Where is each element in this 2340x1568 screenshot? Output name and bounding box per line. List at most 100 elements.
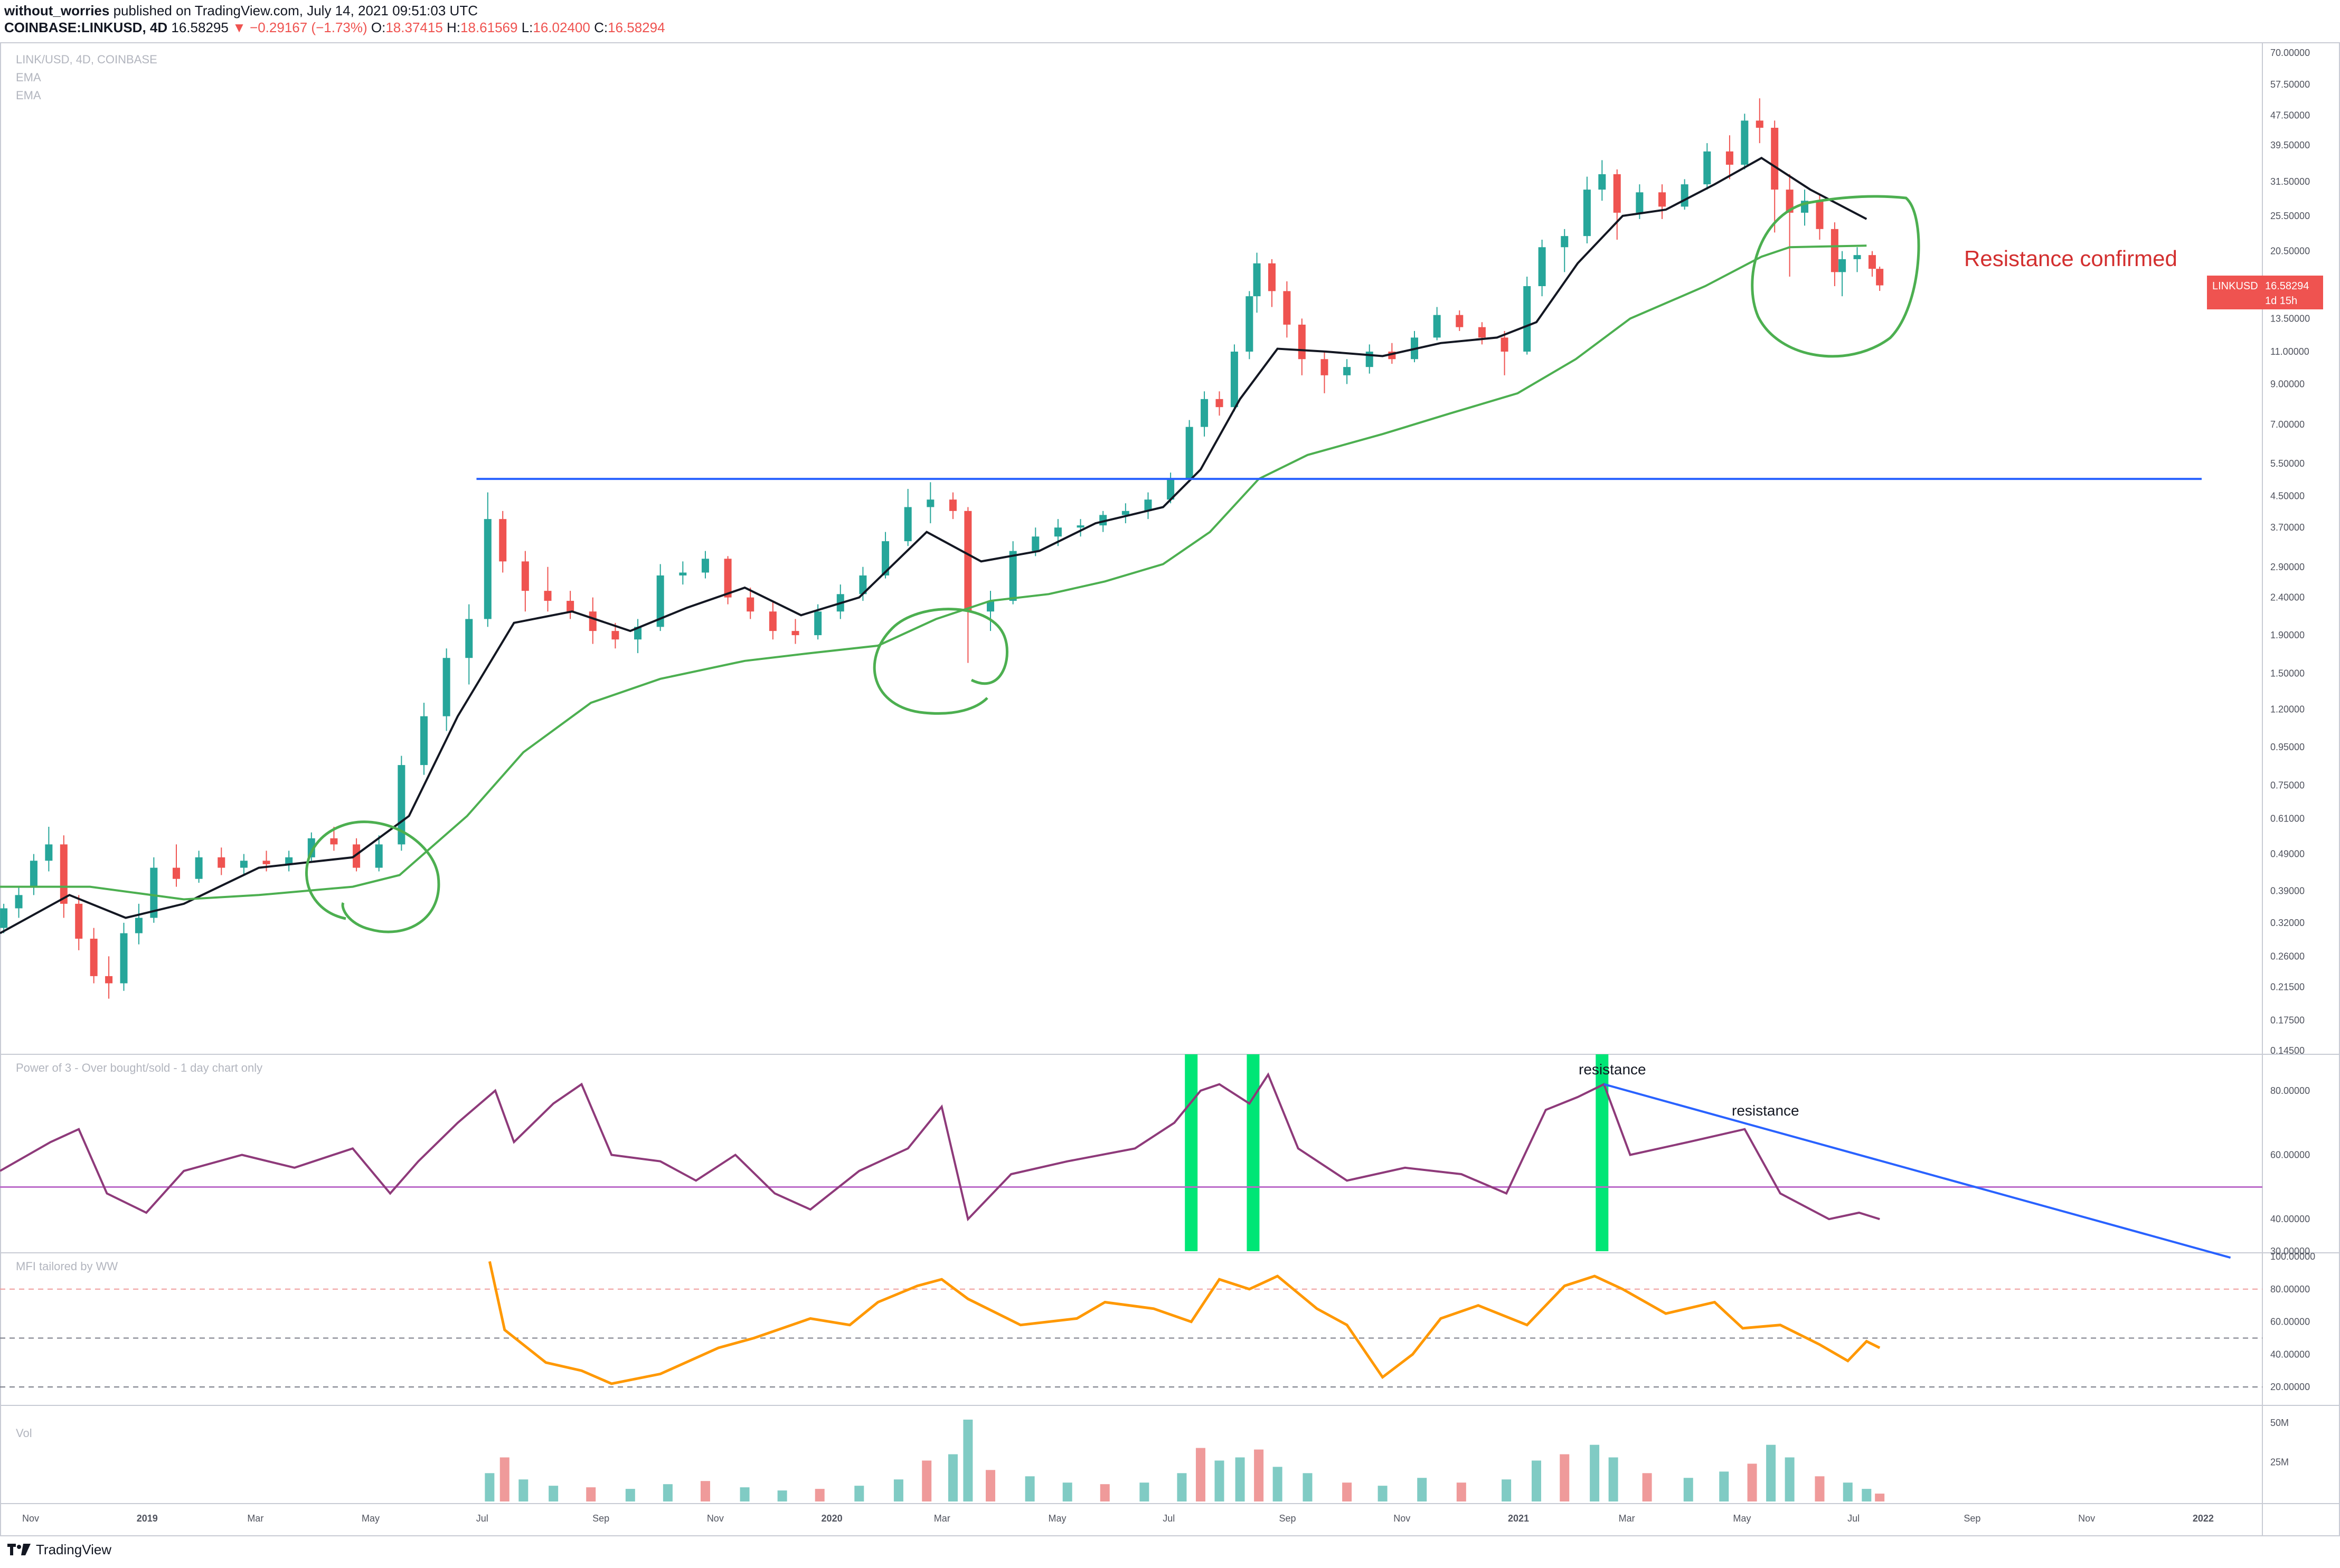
candle-body — [1201, 399, 1209, 427]
candle-body — [791, 631, 799, 636]
candle — [375, 835, 383, 872]
chart-canvas[interactable]: LINK/USD, 4D, COINBASE EMA EMA Resistanc… — [0, 42, 2340, 1536]
volume-bar — [854, 1486, 864, 1501]
price-tick-label: 7.00000 — [2270, 419, 2305, 430]
candle-body — [1786, 190, 1794, 213]
volume-bar — [1272, 1467, 1282, 1501]
candle — [420, 703, 428, 775]
time-axis[interactable]: Nov 2019 Mar May Jul Sep Nov 2020 Mar May Jul Sep No… — [22, 1513, 2214, 1524]
open-value: 18.37415 — [385, 20, 443, 35]
candle — [589, 597, 597, 644]
symbol-name[interactable]: COINBASE:LINKUSD, 4D — [4, 20, 168, 35]
price-tick-label: 0.26000 — [2270, 951, 2305, 961]
price-tick-label: 0.39000 — [2270, 885, 2305, 896]
candle-body — [1032, 536, 1040, 551]
candle-body — [882, 541, 890, 576]
candle — [1801, 190, 1809, 226]
volume-bar — [499, 1457, 509, 1501]
candle-body — [1283, 291, 1291, 325]
candle — [1077, 519, 1084, 537]
candle-body — [1253, 263, 1261, 297]
candle-body — [589, 611, 597, 631]
publish-line: without_worries published on TradingView… — [4, 2, 2327, 19]
volume-bar — [1235, 1457, 1245, 1501]
price-pane[interactable]: LINK/USD, 4D, COINBASE EMA EMA Resistanc… — [0, 48, 2323, 1056]
oscillator-trendline[interactable] — [1603, 1083, 2231, 1259]
candle — [701, 551, 709, 579]
candle-body — [15, 895, 23, 909]
oscillator-axis: 80.00000 60.00000 40.00000 30.00000 — [2270, 1085, 2310, 1257]
volume-pane[interactable]: Vol 50M 25M — [16, 1418, 2289, 1501]
candle-body — [484, 519, 492, 619]
candle — [724, 556, 732, 604]
candle — [1786, 174, 1794, 277]
candle — [1831, 222, 1838, 286]
candle-body — [1230, 352, 1238, 408]
price-tick-label: 13.50000 — [2270, 313, 2310, 324]
overbought-highlights — [1185, 1054, 1609, 1251]
volume-bar — [586, 1487, 596, 1501]
candle-body — [1561, 236, 1569, 248]
candle — [747, 588, 754, 619]
price-tick-label: 3.70000 — [2270, 522, 2305, 533]
circle-2020[interactable] — [873, 608, 1008, 715]
candle — [135, 903, 143, 944]
candle — [1868, 251, 1876, 277]
candle-body — [724, 559, 732, 598]
legend-ema-slow[interactable]: EMA — [16, 89, 41, 102]
candle-body — [701, 559, 709, 573]
volume-bar — [1100, 1484, 1110, 1501]
author-name[interactable]: without_worries — [4, 3, 110, 18]
candle-body — [1816, 201, 1824, 229]
candle — [75, 895, 83, 950]
circle-2021[interactable] — [1751, 195, 1920, 358]
resistance-label-2: resistance — [1732, 1102, 1799, 1119]
price-axis[interactable]: 70.00000 57.50000 47.50000 39.50000 31.50000… — [2270, 48, 2310, 1056]
price-tick-label: 0.21500 — [2270, 982, 2305, 993]
time-tick-label: Sep — [1279, 1513, 1296, 1524]
volume-bar — [1177, 1473, 1187, 1501]
mfi-tick-label: 100.00000 — [2270, 1251, 2315, 1262]
legend-ema-fast[interactable]: EMA — [16, 71, 41, 84]
candle-body — [1167, 479, 1175, 500]
candle-body — [1703, 151, 1711, 185]
down-arrow-icon: ▼ — [232, 20, 246, 35]
footer-brand[interactable]: TradingView — [36, 1541, 112, 1557]
close-label: C: — [594, 20, 608, 35]
candle — [1838, 251, 1846, 297]
candle — [1771, 120, 1779, 233]
candle — [90, 928, 98, 984]
volume-bar — [1417, 1478, 1427, 1501]
candle — [1253, 252, 1261, 313]
price-tick-label: 1.20000 — [2270, 704, 2305, 715]
volume-bar — [1815, 1476, 1825, 1501]
oscillator-tick-label: 40.00000 — [2270, 1214, 2310, 1224]
mfi-levels — [0, 1288, 2262, 1388]
volume-bar — [1195, 1448, 1205, 1501]
candle — [1816, 195, 1824, 240]
volume-bar — [1875, 1494, 1885, 1501]
candle-body — [1523, 286, 1531, 352]
last-price-countdown: 1d 15h — [2265, 295, 2297, 307]
candle — [656, 564, 664, 631]
hand-drawn-circles[interactable] — [305, 195, 1920, 933]
price-tick-label: 70.00000 — [2270, 48, 2310, 58]
price-tick-label: 0.17500 — [2270, 1015, 2305, 1025]
price-tick-label: 31.50000 — [2270, 176, 2310, 187]
time-tick-label: Mar — [247, 1513, 263, 1524]
circle-2019[interactable] — [305, 820, 440, 933]
volume-bars — [485, 1419, 1885, 1501]
mfi-pane[interactable]: MFI tailored by WW 100.00000 80.00000 60.0… — [0, 1251, 2315, 1392]
candle-body — [105, 976, 113, 984]
tradingview-logo-icon[interactable] — [7, 1542, 31, 1557]
candle — [1009, 541, 1017, 604]
time-tick-label: 2020 — [822, 1513, 843, 1524]
candle — [987, 591, 995, 631]
candle — [1478, 322, 1486, 345]
oscillator-tick-label: 60.00000 — [2270, 1150, 2310, 1160]
oscillator-pane[interactable]: Power of 3 - Over bought/sold - 1 day ch… — [0, 1054, 2310, 1259]
candle — [567, 591, 574, 619]
resistance-confirmed-annotation[interactable]: Resistance confirmed — [1964, 246, 2177, 271]
price-tick-label: 0.49000 — [2270, 849, 2305, 859]
volume-bar — [1683, 1478, 1693, 1501]
